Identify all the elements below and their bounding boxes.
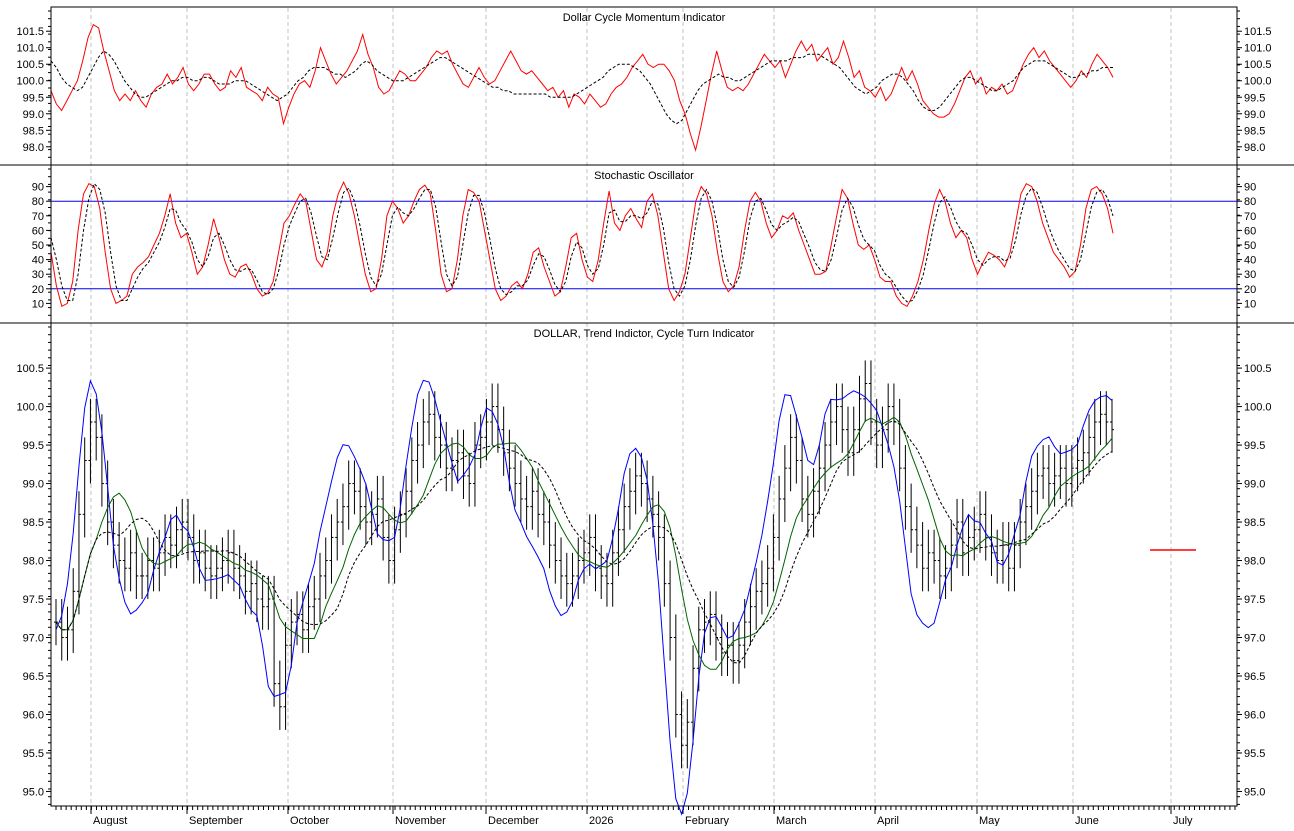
y-tick-label-left: 30	[32, 269, 44, 281]
x-tick-label: June	[1075, 815, 1099, 826]
momentum-signal-line	[50, 50, 1113, 125]
stochastic-signal-line	[50, 182, 1114, 303]
x-tick-label: August	[93, 815, 127, 826]
y-tick-label-right: 90	[1244, 182, 1256, 194]
y-tick-label-right: 100.0	[1244, 76, 1272, 88]
frame-layer	[0, 6, 1294, 807]
y-tick-label-right: 96.5	[1244, 671, 1265, 683]
x-tick-label: November	[395, 815, 446, 826]
y-tick-label-right: 40	[1244, 255, 1256, 267]
y-tick-label-left: 98.5	[23, 125, 44, 137]
momentum-panel-title: Dollar Cycle Momentum Indicator	[563, 12, 726, 24]
y-tick-label-left: 97.0	[23, 633, 44, 645]
x-tick-label: April	[877, 815, 899, 826]
y-tick-label-left: 96.5	[23, 671, 44, 683]
y-tick-label-right: 99.0	[1244, 479, 1265, 491]
y-tick-label-left: 60	[32, 225, 44, 237]
y-tick-label-right: 98.0	[1244, 142, 1265, 154]
y-tick-label-left: 101.5	[16, 26, 44, 38]
y-tick-label-right: 99.0	[1244, 109, 1265, 121]
y-tick-label-left: 99.0	[23, 479, 44, 491]
y-tick-label-left: 98.0	[23, 142, 44, 154]
y-tick-label-left: 95.0	[23, 786, 44, 798]
x-tick-label: July	[1173, 815, 1193, 826]
y-tick-label-right: 95.5	[1244, 748, 1265, 760]
y-tick-label-right: 100.0	[1244, 402, 1272, 414]
y-tick-label-right: 99.5	[1244, 92, 1265, 104]
y-tick-label-right: 10	[1244, 298, 1256, 310]
y-tick-label-right: 30	[1244, 269, 1256, 281]
y-tick-label-left: 100.0	[16, 402, 44, 414]
y-tick-label-right: 70	[1244, 211, 1256, 223]
y-tick-label-left: 10	[32, 298, 44, 310]
y-tick-label-right: 80	[1244, 196, 1256, 208]
stochastic-panel-title: Stochastic Oscillator	[594, 170, 694, 182]
stochastic-main-line	[50, 181, 1114, 308]
x-tick-label: September	[189, 815, 243, 826]
y-tick-label-left: 97.5	[23, 594, 44, 606]
y-tick-label-left: 20	[32, 284, 44, 296]
x-tick-label: 2026	[589, 815, 613, 826]
trend-line	[55, 416, 1113, 670]
y-tick-label-right: 100.5	[1244, 59, 1272, 71]
y-tick-label-right: 98.0	[1244, 556, 1265, 568]
y-tick-label-right: 101.0	[1244, 43, 1272, 55]
y-tick-label-right: 98.5	[1244, 125, 1265, 137]
x-tick-label: October	[290, 815, 329, 826]
y-tick-label-right: 96.0	[1244, 709, 1265, 721]
x-tick-label: March	[776, 815, 807, 826]
y-tick-label-left: 99.5	[23, 92, 44, 104]
y-tick-label-left: 96.0	[23, 709, 44, 721]
x-tick-label: December	[488, 815, 539, 826]
y-tick-label-left: 40	[32, 255, 44, 267]
y-tick-label-left: 90	[32, 182, 44, 194]
y-tick-label-left: 70	[32, 211, 44, 223]
y-tick-label-left: 98.0	[23, 556, 44, 568]
y-tick-label-left: 100.0	[16, 76, 44, 88]
y-tick-label-right: 99.5	[1244, 440, 1265, 452]
cycle-turn-line	[55, 379, 1113, 816]
y-tick-label-left: 80	[32, 196, 44, 208]
y-tick-label-right: 20	[1244, 284, 1256, 296]
dollar-panel-title: DOLLAR, Trend Indictor, Cycle Turn Indic…	[534, 328, 755, 340]
y-tick-label-left: 99.0	[23, 109, 44, 121]
x-tick-label: May	[979, 815, 1000, 826]
y-tick-label-left: 50	[32, 240, 44, 252]
momentum-main-line	[50, 23, 1114, 152]
data-layer	[50, 23, 1237, 816]
y-tick-label-left: 101.0	[16, 43, 44, 55]
y-tick-label-right: 101.5	[1244, 26, 1272, 38]
y-tick-label-right: 97.5	[1244, 594, 1265, 606]
y-tick-label-left: 98.5	[23, 517, 44, 529]
y-tick-label-right: 60	[1244, 225, 1256, 237]
y-tick-label-right: 97.0	[1244, 633, 1265, 645]
y-tick-label-right: 50	[1244, 240, 1256, 252]
y-tick-label-right: 95.0	[1244, 786, 1265, 798]
y-tick-label-right: 98.5	[1244, 517, 1265, 529]
y-tick-label-left: 100.5	[16, 59, 44, 71]
x-tick-label: February	[685, 815, 730, 826]
y-tick-label-left: 95.5	[23, 748, 44, 760]
y-tick-label-left: 99.5	[23, 440, 44, 452]
y-tick-label-left: 100.5	[16, 363, 44, 375]
trend-signal-line	[55, 420, 1113, 664]
y-tick-label-right: 100.5	[1244, 363, 1272, 375]
